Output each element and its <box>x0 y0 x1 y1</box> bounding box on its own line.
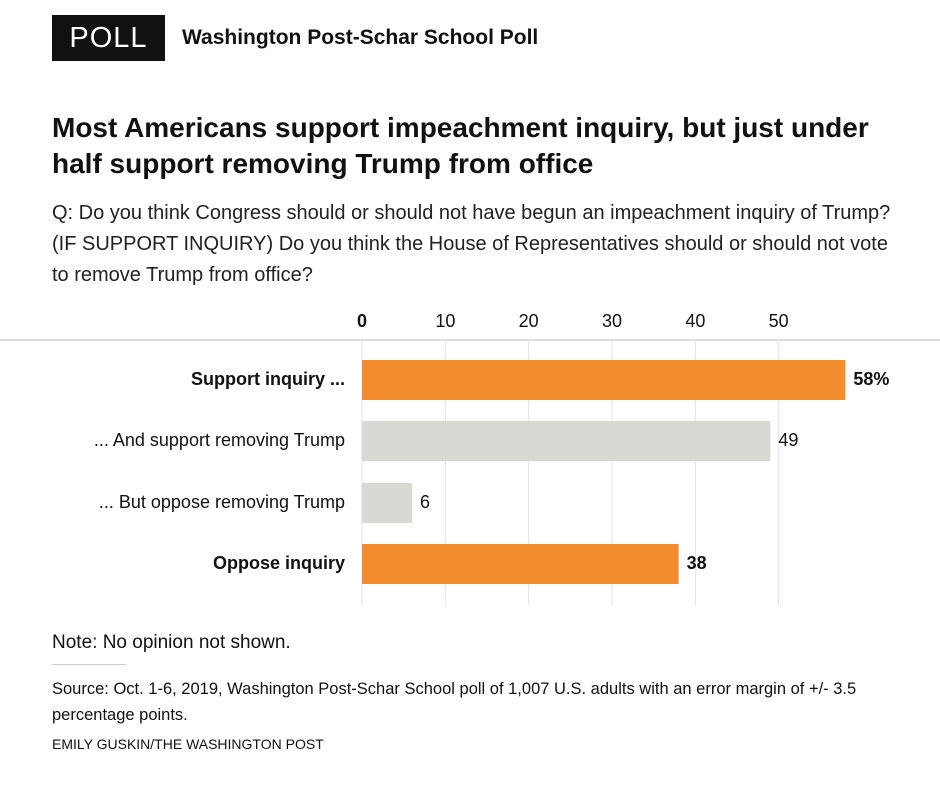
category-label: Oppose inquiry <box>213 553 345 573</box>
category-label: Support inquiry ... <box>191 369 345 389</box>
chart-title: Most Americans support impeachment inqui… <box>52 112 869 179</box>
x-tick-label: 20 <box>519 311 539 331</box>
chart-subtitle: Q: Do you think Congress should or shoul… <box>52 202 891 286</box>
x-tick-label: 30 <box>602 311 622 331</box>
x-tick-label: 10 <box>435 311 455 331</box>
credit: EMILY GUSKIN/THE WASHINGTON POST <box>52 736 324 752</box>
note-rule <box>52 664 126 665</box>
x-tick-label: 50 <box>769 311 789 331</box>
chart: 0 10 20 30 40 50 Support inquiry ... 58% ... And… <box>0 311 940 605</box>
value-label: 49 <box>778 430 798 450</box>
value-label: 6 <box>420 492 430 512</box>
category-label: ... But oppose removing Trump <box>99 492 345 512</box>
note: Note: No opinion not shown. <box>52 632 291 653</box>
value-label: 38 <box>687 553 707 573</box>
value-label: 58% <box>853 369 889 389</box>
source-name: Washington Post-Schar School Poll <box>182 26 539 49</box>
bar <box>362 360 846 400</box>
bar <box>362 544 679 584</box>
source: Source: Oct. 1-6, 2019, Washington Post-… <box>52 680 857 724</box>
bar <box>362 421 771 461</box>
category-label: ... And support removing Trump <box>94 430 345 450</box>
bar <box>362 483 412 523</box>
badge: POLL <box>52 15 165 61</box>
x-tick-label: 40 <box>685 311 705 331</box>
x-tick-label: 0 <box>357 311 367 331</box>
